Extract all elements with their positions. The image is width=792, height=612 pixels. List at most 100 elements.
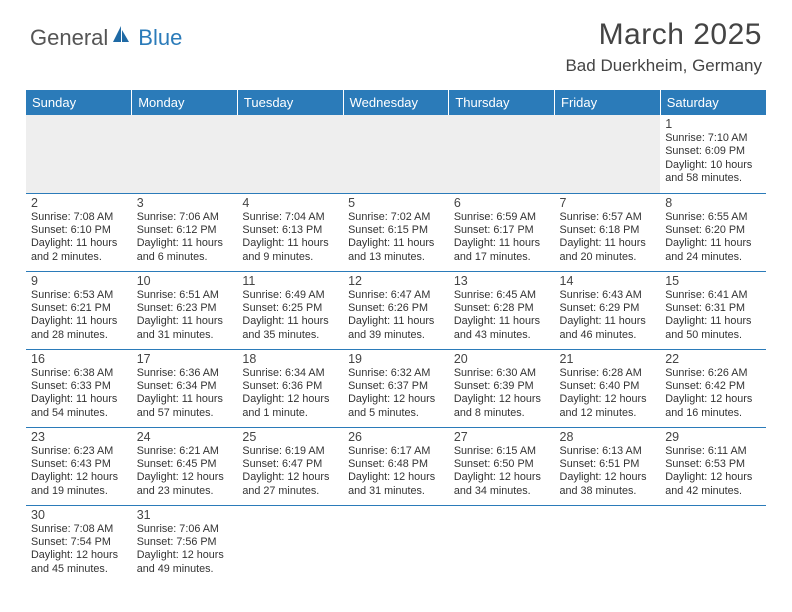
day-cell: 25Sunrise: 6:19 AMSunset: 6:47 PMDayligh… <box>237 427 343 505</box>
day-number: 1 <box>665 117 761 131</box>
day-number: 29 <box>665 430 761 444</box>
day-cell: 4Sunrise: 7:04 AMSunset: 6:13 PMDaylight… <box>237 193 343 271</box>
day-info: Sunrise: 6:11 AMSunset: 6:53 PMDaylight:… <box>665 445 761 499</box>
weekday-header: Tuesday <box>237 90 343 115</box>
day-cell: 22Sunrise: 6:26 AMSunset: 6:42 PMDayligh… <box>660 349 766 427</box>
day-cell: 26Sunrise: 6:17 AMSunset: 6:48 PMDayligh… <box>343 427 449 505</box>
day-info: Sunrise: 6:13 AMSunset: 6:51 PMDaylight:… <box>560 445 656 499</box>
weekday-header: Sunday <box>26 90 132 115</box>
day-info: Sunrise: 6:15 AMSunset: 6:50 PMDaylight:… <box>454 445 550 499</box>
day-info: Sunrise: 6:41 AMSunset: 6:31 PMDaylight:… <box>665 289 761 343</box>
empty-cell <box>343 115 449 193</box>
day-info: Sunrise: 6:47 AMSunset: 6:26 PMDaylight:… <box>348 289 444 343</box>
day-cell: 1Sunrise: 7:10 AMSunset: 6:09 PMDaylight… <box>660 115 766 193</box>
calendar-table: SundayMondayTuesdayWednesdayThursdayFrid… <box>26 90 766 583</box>
calendar-row: 16Sunrise: 6:38 AMSunset: 6:33 PMDayligh… <box>26 349 766 427</box>
day-info: Sunrise: 7:06 AMSunset: 6:12 PMDaylight:… <box>137 211 233 265</box>
day-info: Sunrise: 6:57 AMSunset: 6:18 PMDaylight:… <box>560 211 656 265</box>
calendar-row: 1Sunrise: 7:10 AMSunset: 6:09 PMDaylight… <box>26 115 766 193</box>
day-number: 17 <box>137 352 233 366</box>
calendar-row: 9Sunrise: 6:53 AMSunset: 6:21 PMDaylight… <box>26 271 766 349</box>
day-number: 4 <box>242 196 338 210</box>
day-cell: 18Sunrise: 6:34 AMSunset: 6:36 PMDayligh… <box>237 349 343 427</box>
day-number: 5 <box>348 196 444 210</box>
day-number: 6 <box>454 196 550 210</box>
day-cell: 17Sunrise: 6:36 AMSunset: 6:34 PMDayligh… <box>132 349 238 427</box>
empty-cell <box>449 115 555 193</box>
empty-cell <box>555 505 661 583</box>
day-cell: 20Sunrise: 6:30 AMSunset: 6:39 PMDayligh… <box>449 349 555 427</box>
empty-cell <box>660 505 766 583</box>
empty-cell <box>237 505 343 583</box>
day-cell: 14Sunrise: 6:43 AMSunset: 6:29 PMDayligh… <box>555 271 661 349</box>
day-info: Sunrise: 6:53 AMSunset: 6:21 PMDaylight:… <box>31 289 127 343</box>
day-info: Sunrise: 6:49 AMSunset: 6:25 PMDaylight:… <box>242 289 338 343</box>
day-number: 27 <box>454 430 550 444</box>
day-info: Sunrise: 6:17 AMSunset: 6:48 PMDaylight:… <box>348 445 444 499</box>
day-info: Sunrise: 6:38 AMSunset: 6:33 PMDaylight:… <box>31 367 127 421</box>
day-cell: 12Sunrise: 6:47 AMSunset: 6:26 PMDayligh… <box>343 271 449 349</box>
day-cell: 13Sunrise: 6:45 AMSunset: 6:28 PMDayligh… <box>449 271 555 349</box>
day-info: Sunrise: 6:23 AMSunset: 6:43 PMDaylight:… <box>31 445 127 499</box>
weekday-header: Wednesday <box>343 90 449 115</box>
header: General Blue March 2025 Bad Duerkheim, G… <box>0 0 792 84</box>
day-cell: 30Sunrise: 7:08 AMSunset: 7:54 PMDayligh… <box>26 505 132 583</box>
empty-cell <box>555 115 661 193</box>
day-number: 28 <box>560 430 656 444</box>
day-cell: 15Sunrise: 6:41 AMSunset: 6:31 PMDayligh… <box>660 271 766 349</box>
day-info: Sunrise: 6:26 AMSunset: 6:42 PMDaylight:… <box>665 367 761 421</box>
day-cell: 19Sunrise: 6:32 AMSunset: 6:37 PMDayligh… <box>343 349 449 427</box>
day-cell: 2Sunrise: 7:08 AMSunset: 6:10 PMDaylight… <box>26 193 132 271</box>
day-cell: 6Sunrise: 6:59 AMSunset: 6:17 PMDaylight… <box>449 193 555 271</box>
day-number: 24 <box>137 430 233 444</box>
day-number: 3 <box>137 196 233 210</box>
day-info: Sunrise: 7:04 AMSunset: 6:13 PMDaylight:… <box>242 211 338 265</box>
title-block: March 2025 Bad Duerkheim, Germany <box>565 18 762 76</box>
day-info: Sunrise: 6:28 AMSunset: 6:40 PMDaylight:… <box>560 367 656 421</box>
day-cell: 5Sunrise: 7:02 AMSunset: 6:15 PMDaylight… <box>343 193 449 271</box>
weekday-header: Monday <box>132 90 238 115</box>
day-number: 11 <box>242 274 338 288</box>
day-info: Sunrise: 7:08 AMSunset: 7:54 PMDaylight:… <box>31 523 127 577</box>
day-number: 10 <box>137 274 233 288</box>
day-cell: 8Sunrise: 6:55 AMSunset: 6:20 PMDaylight… <box>660 193 766 271</box>
sail-icon <box>110 24 132 51</box>
day-cell: 3Sunrise: 7:06 AMSunset: 6:12 PMDaylight… <box>132 193 238 271</box>
weekday-header: Saturday <box>660 90 766 115</box>
day-number: 22 <box>665 352 761 366</box>
location: Bad Duerkheim, Germany <box>565 56 762 76</box>
day-info: Sunrise: 6:59 AMSunset: 6:17 PMDaylight:… <box>454 211 550 265</box>
weekday-header: Thursday <box>449 90 555 115</box>
day-number: 23 <box>31 430 127 444</box>
calendar-header-row: SundayMondayTuesdayWednesdayThursdayFrid… <box>26 90 766 115</box>
day-info: Sunrise: 6:45 AMSunset: 6:28 PMDaylight:… <box>454 289 550 343</box>
day-number: 19 <box>348 352 444 366</box>
calendar-row: 30Sunrise: 7:08 AMSunset: 7:54 PMDayligh… <box>26 505 766 583</box>
day-cell: 21Sunrise: 6:28 AMSunset: 6:40 PMDayligh… <box>555 349 661 427</box>
day-number: 18 <box>242 352 338 366</box>
day-number: 26 <box>348 430 444 444</box>
empty-cell <box>237 115 343 193</box>
day-info: Sunrise: 6:32 AMSunset: 6:37 PMDaylight:… <box>348 367 444 421</box>
day-cell: 10Sunrise: 6:51 AMSunset: 6:23 PMDayligh… <box>132 271 238 349</box>
day-info: Sunrise: 6:55 AMSunset: 6:20 PMDaylight:… <box>665 211 761 265</box>
day-info: Sunrise: 6:36 AMSunset: 6:34 PMDaylight:… <box>137 367 233 421</box>
day-info: Sunrise: 7:10 AMSunset: 6:09 PMDaylight:… <box>665 132 761 186</box>
day-number: 9 <box>31 274 127 288</box>
day-info: Sunrise: 7:08 AMSunset: 6:10 PMDaylight:… <box>31 211 127 265</box>
day-info: Sunrise: 6:51 AMSunset: 6:23 PMDaylight:… <box>137 289 233 343</box>
day-number: 21 <box>560 352 656 366</box>
day-number: 7 <box>560 196 656 210</box>
day-cell: 24Sunrise: 6:21 AMSunset: 6:45 PMDayligh… <box>132 427 238 505</box>
day-number: 31 <box>137 508 233 522</box>
calendar-row: 23Sunrise: 6:23 AMSunset: 6:43 PMDayligh… <box>26 427 766 505</box>
day-number: 15 <box>665 274 761 288</box>
day-number: 13 <box>454 274 550 288</box>
logo-text-blue: Blue <box>138 25 182 51</box>
day-info: Sunrise: 7:02 AMSunset: 6:15 PMDaylight:… <box>348 211 444 265</box>
day-cell: 29Sunrise: 6:11 AMSunset: 6:53 PMDayligh… <box>660 427 766 505</box>
day-cell: 23Sunrise: 6:23 AMSunset: 6:43 PMDayligh… <box>26 427 132 505</box>
day-cell: 31Sunrise: 7:06 AMSunset: 7:56 PMDayligh… <box>132 505 238 583</box>
day-info: Sunrise: 7:06 AMSunset: 7:56 PMDaylight:… <box>137 523 233 577</box>
day-cell: 27Sunrise: 6:15 AMSunset: 6:50 PMDayligh… <box>449 427 555 505</box>
